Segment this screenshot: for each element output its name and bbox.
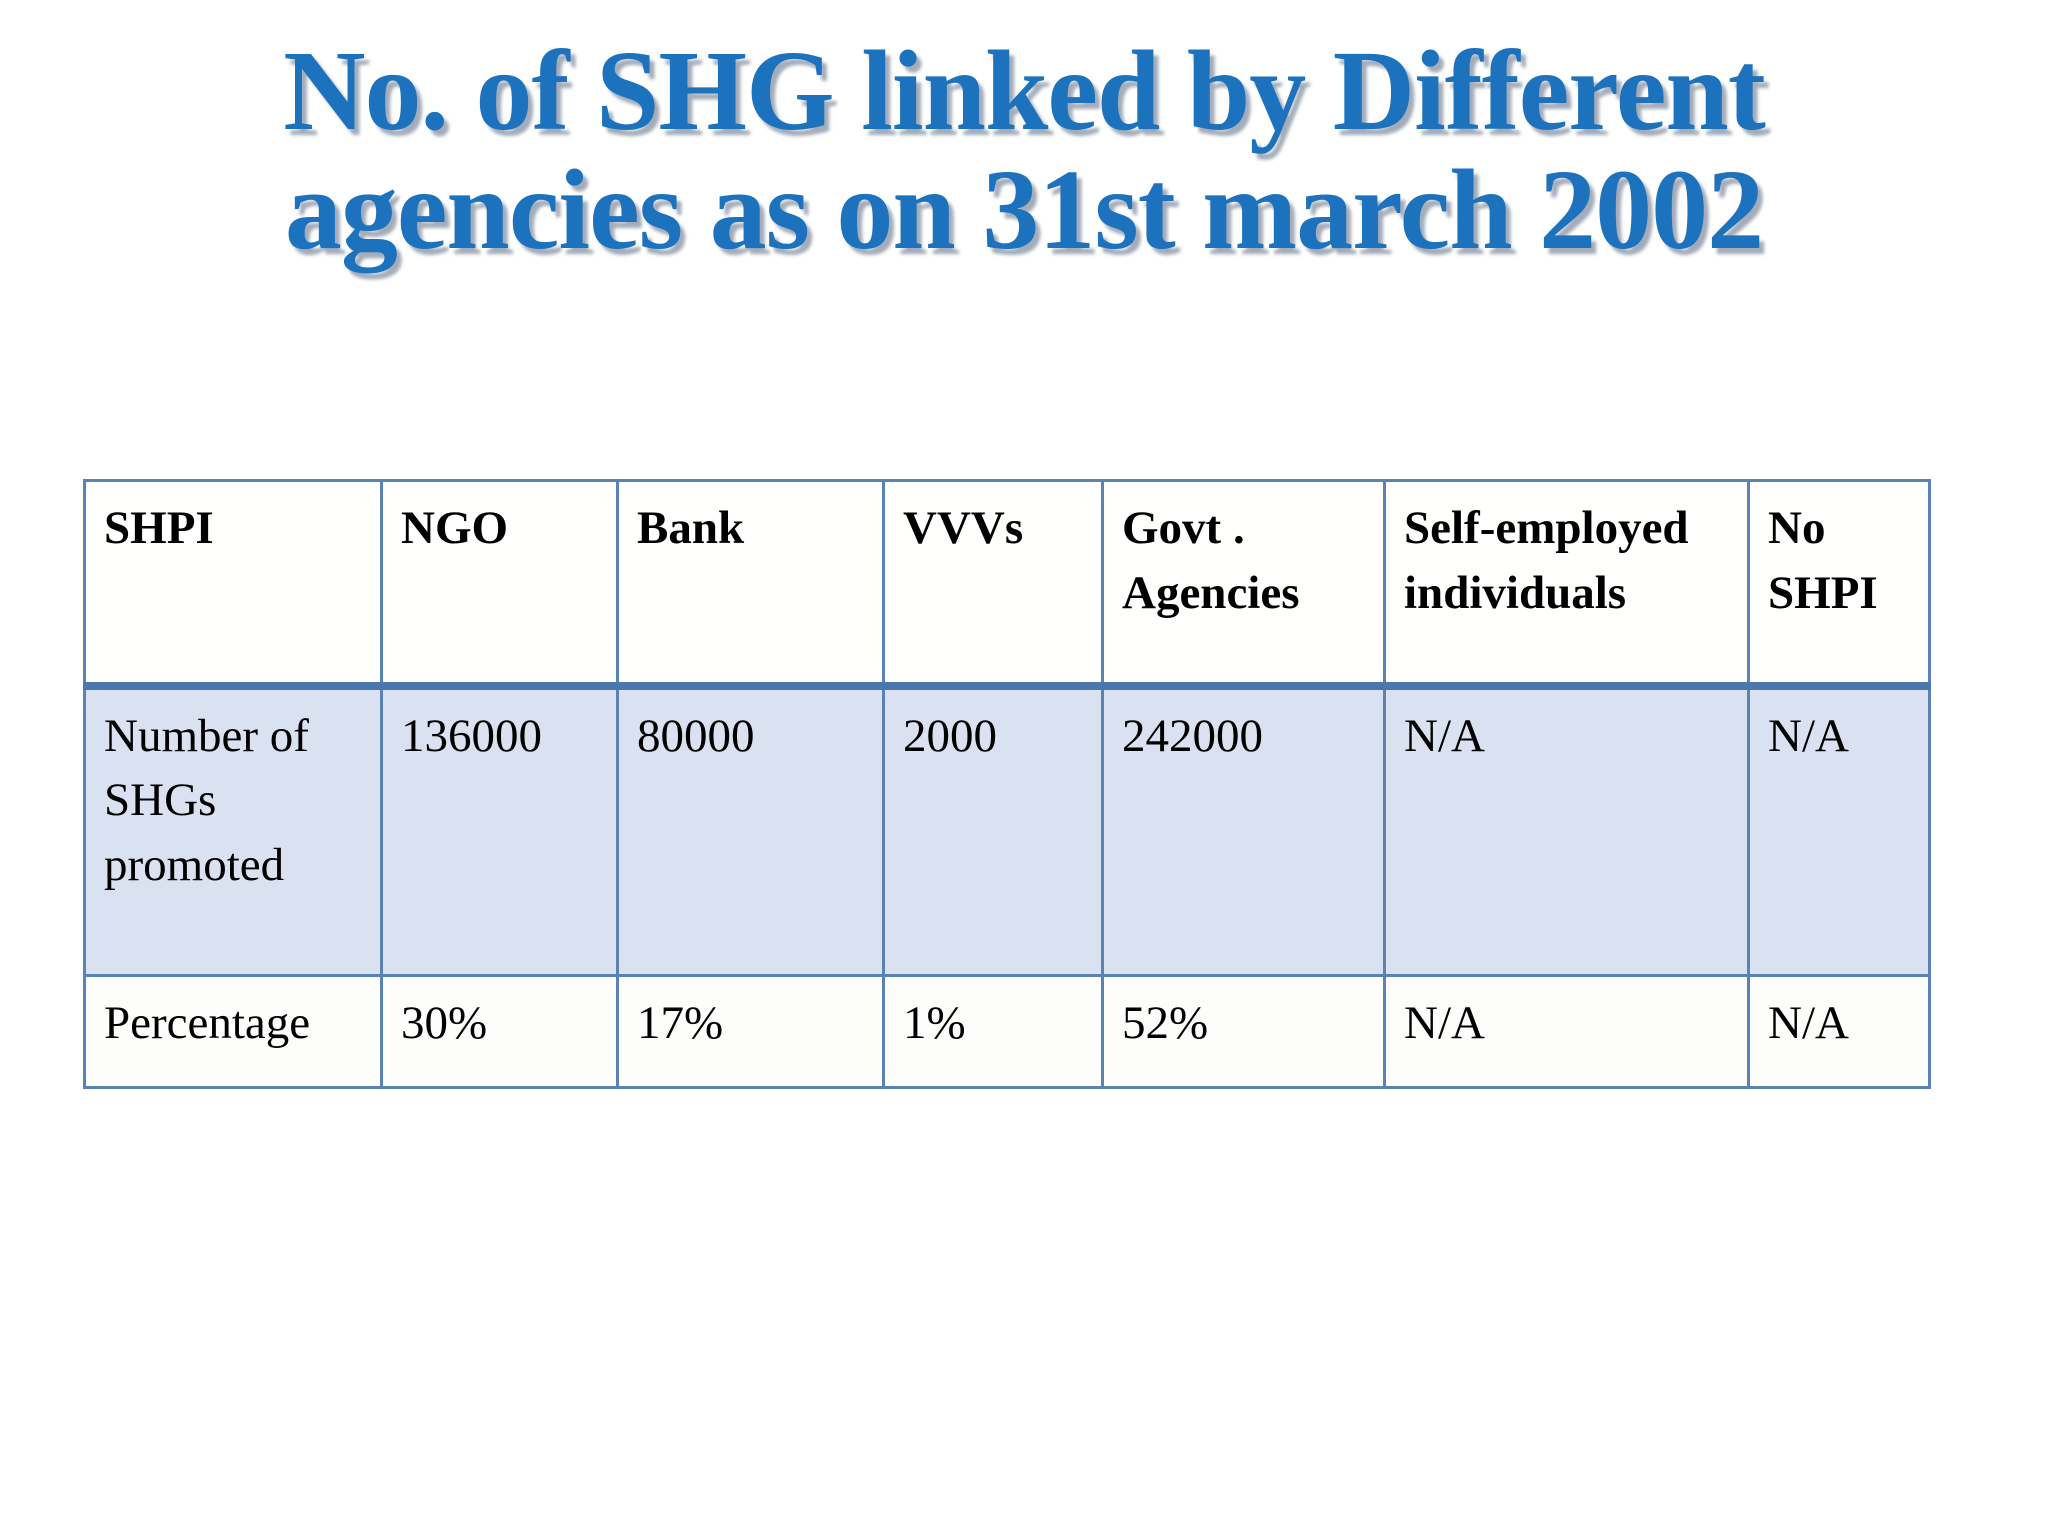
cell-shgs-vvvs: 2000: [882, 684, 1104, 977]
cell-shgs-govt: 242000: [1101, 684, 1386, 977]
slide-title-line-1: No. of SHG linked by Different: [283, 27, 1766, 154]
cell-shgs-no-shpi: N/A: [1747, 684, 1931, 977]
shg-link-table: SHPI NGO Bank VVVs Govt . Agencies Self-…: [83, 479, 1931, 1089]
cell-pct-no-shpi: N/A: [1747, 974, 1931, 1089]
slide-title-line-2: agencies as on 31st march 2002: [284, 145, 1764, 273]
cell-pct-vvvs: 1%: [882, 974, 1104, 1089]
col-header-bank: Bank: [616, 479, 885, 690]
col-header-govt-agencies: Govt . Agencies: [1101, 479, 1386, 690]
col-header-no-shpi: No SHPI: [1747, 479, 1931, 690]
cell-shgs-self-employed: N/A: [1383, 684, 1750, 977]
col-header-ngo: NGO: [380, 479, 619, 690]
table-header-row: SHPI NGO Bank VVVs Govt . Agencies Self-…: [83, 479, 1931, 690]
table-row-shgs-promoted: Number of SHGs promoted 136000 80000 200…: [83, 684, 1931, 977]
row-label-shgs-promoted: Number of SHGs promoted: [83, 684, 383, 977]
cell-pct-self-employed: N/A: [1383, 974, 1750, 1089]
row-label-percentage: Percentage: [83, 974, 383, 1089]
cell-pct-govt: 52%: [1101, 974, 1386, 1089]
table-row-percentage: Percentage 30% 17% 1% 52% N/A N/A: [83, 974, 1931, 1089]
cell-pct-bank: 17%: [616, 974, 885, 1089]
cell-pct-ngo: 30%: [380, 974, 619, 1089]
col-header-self-employed: Self-employed individuals: [1383, 479, 1750, 690]
slide-title: No. of SHG linked by Different agencies …: [0, 27, 2048, 273]
cell-shgs-bank: 80000: [616, 684, 885, 977]
cell-shgs-ngo: 136000: [380, 684, 619, 977]
col-header-shpi: SHPI: [83, 479, 383, 690]
col-header-vvvs: VVVs: [882, 479, 1104, 690]
